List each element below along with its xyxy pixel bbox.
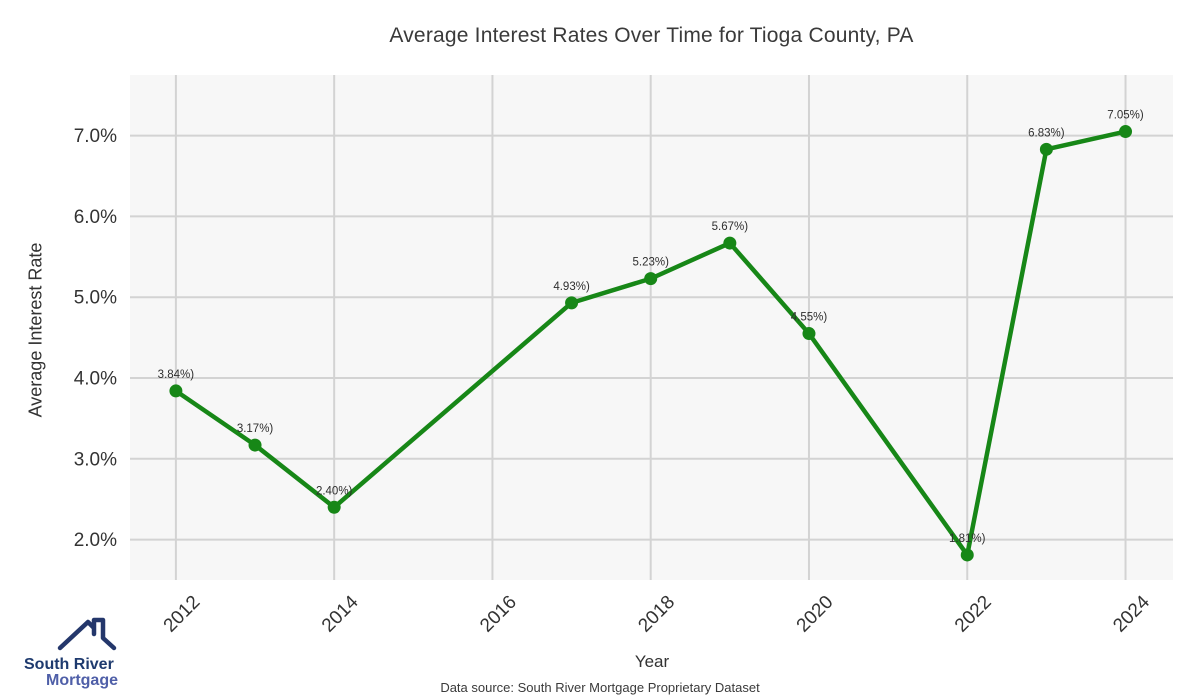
data-point bbox=[644, 272, 658, 286]
y-tick-label: 4.0% bbox=[74, 369, 117, 390]
y-tick-label: 2.0% bbox=[74, 530, 117, 551]
x-tick-label: 2018 bbox=[634, 592, 679, 637]
data-point-label: 2.40%) bbox=[316, 485, 353, 497]
x-tick-label: 2024 bbox=[1109, 591, 1154, 636]
y-axis-title: Average Interest Rate bbox=[25, 242, 46, 418]
data-point bbox=[802, 327, 816, 341]
data-point bbox=[248, 438, 262, 452]
data-point-label: 3.17%) bbox=[237, 423, 274, 435]
data-point-label: 4.55%) bbox=[791, 312, 828, 324]
x-tick-label: 2022 bbox=[951, 592, 996, 637]
logo-text-line1: South River bbox=[24, 656, 114, 673]
data-point-label: 3.84%) bbox=[158, 369, 195, 381]
logo: South River Mortgage bbox=[24, 612, 134, 690]
data-point bbox=[327, 500, 341, 514]
x-tick-label: 2012 bbox=[160, 592, 205, 637]
y-tick-label: 3.0% bbox=[74, 449, 117, 470]
data-point bbox=[169, 384, 183, 398]
x-tick-label: 2014 bbox=[318, 591, 363, 636]
x-tick-label: 2020 bbox=[793, 592, 838, 637]
y-tick-label: 6.0% bbox=[74, 207, 117, 228]
x-axis-title: Year bbox=[634, 652, 670, 671]
x-tick-label: 2016 bbox=[476, 592, 521, 637]
data-source-note: Data source: South River Mortgage Propri… bbox=[440, 680, 760, 695]
data-point-label: 1.81%) bbox=[949, 533, 986, 545]
data-point bbox=[1119, 125, 1133, 139]
y-tick-label: 7.0% bbox=[74, 126, 117, 147]
y-tick-label: 5.0% bbox=[74, 288, 117, 309]
series-line bbox=[173, 129, 1128, 558]
logo-text-line2: Mortgage bbox=[46, 672, 118, 689]
chart-title: Average Interest Rates Over Time for Tio… bbox=[389, 24, 914, 47]
data-point bbox=[723, 236, 737, 250]
data-point-label: 5.23%) bbox=[632, 257, 669, 269]
data-point bbox=[960, 548, 974, 562]
house-roof-icon bbox=[57, 617, 117, 651]
data-point-label: 6.83%) bbox=[1028, 127, 1065, 139]
data-point-label: 7.05%) bbox=[1107, 110, 1144, 122]
data-point-label: 5.67%) bbox=[712, 221, 749, 233]
data-point bbox=[1039, 142, 1053, 156]
data-point bbox=[565, 296, 579, 310]
data-point-label: 4.93%) bbox=[553, 281, 590, 293]
